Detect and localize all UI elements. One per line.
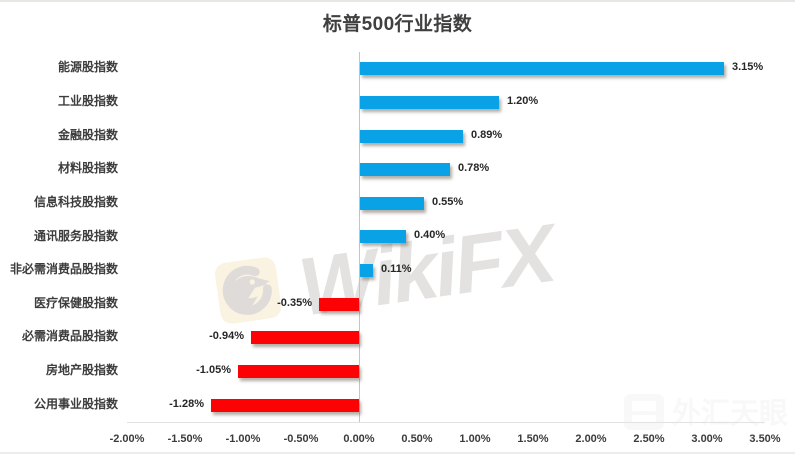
svg-text:外汇天眼: 外汇天眼 (672, 397, 788, 430)
